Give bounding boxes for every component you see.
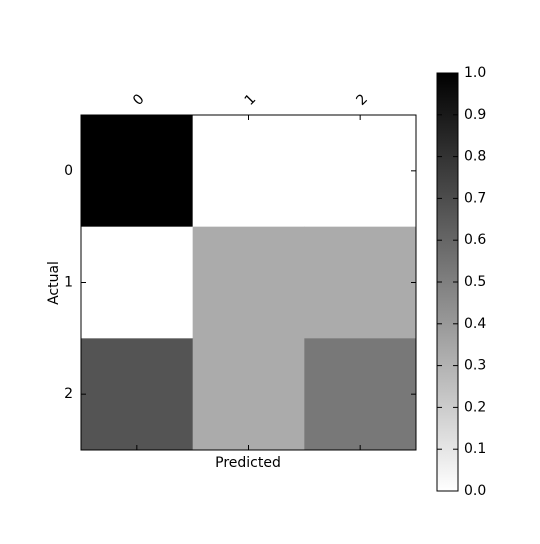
colorbar-tick-label: 1.0 — [464, 65, 486, 81]
cell — [192, 115, 305, 228]
x-tick-label: 1 — [242, 91, 260, 109]
cell — [304, 226, 417, 339]
colorbar-tick-label: 0.8 — [464, 149, 486, 165]
colorbar-tick-label: 0.1 — [464, 441, 486, 457]
x-axis-label: Predicted — [215, 455, 281, 471]
colorbar-tick-label: 0.7 — [464, 190, 486, 206]
cell — [81, 115, 194, 228]
colorbar-tick-label: 0.6 — [464, 232, 486, 248]
colorbar-tick-label: 0.4 — [464, 316, 486, 332]
y-tick-label: 2 — [64, 386, 73, 402]
cell — [192, 338, 305, 451]
cell — [192, 226, 305, 339]
y-tick-label: 0 — [64, 163, 73, 179]
colorbar-tick-label: 0.9 — [464, 107, 486, 123]
colorbar-tick-label: 0.2 — [464, 399, 486, 415]
cell — [304, 338, 417, 451]
cell — [81, 226, 194, 339]
x-tick-label: 2 — [353, 91, 371, 109]
colorbar-tick-label: 0.3 — [464, 358, 486, 374]
colorbar-tick-label: 0.5 — [464, 274, 486, 290]
y-tick-label: 1 — [64, 275, 73, 291]
x-tick-label: 0 — [130, 91, 148, 109]
colorbar-tick-label: 0.0 — [464, 483, 486, 499]
cell — [81, 338, 194, 451]
cell — [304, 115, 417, 228]
y-axis-label: Actual — [46, 261, 62, 305]
